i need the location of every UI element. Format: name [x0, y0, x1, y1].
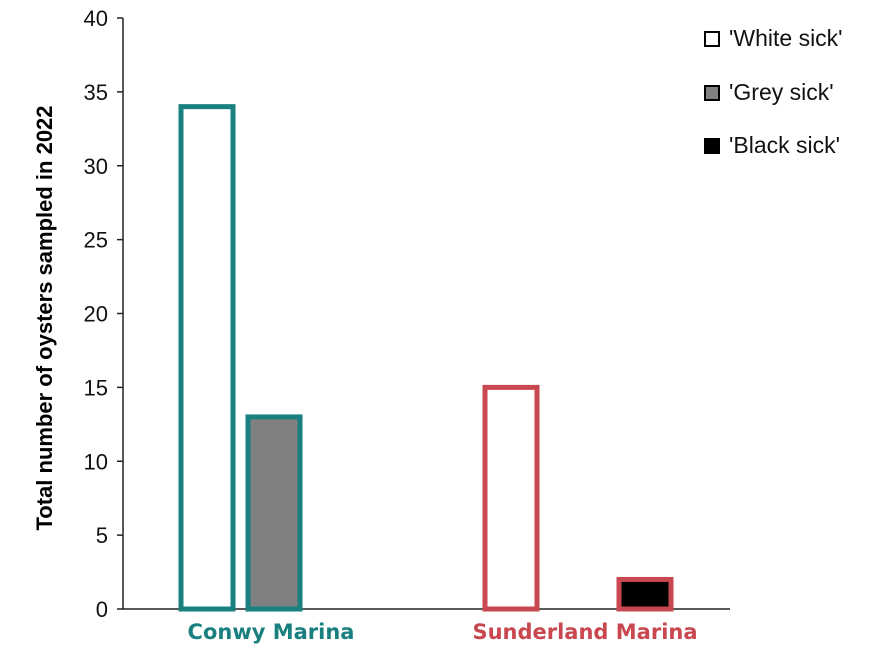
y-axis-label: Total number of oysters sampled in 2022	[32, 105, 57, 530]
y-axis-ticks: 0 5 10 15 20 25 30 35 40	[84, 6, 123, 622]
y-tick-label: 10	[84, 449, 108, 474]
legend-label: 'White sick'	[729, 25, 843, 51]
y-tick-label: 35	[84, 80, 108, 105]
legend-label: 'Black sick'	[729, 132, 840, 158]
legend: 'White sick' 'Grey sick' 'Black sick'	[704, 25, 843, 158]
y-tick-label: 0	[96, 597, 108, 622]
legend-swatch	[704, 85, 720, 101]
legend-swatch	[704, 138, 720, 154]
bar	[482, 384, 540, 612]
y-tick-label: 20	[84, 302, 108, 327]
y-tick-label: 25	[84, 228, 108, 253]
y-tick-label: 30	[84, 154, 108, 179]
y-tick-label: 15	[84, 375, 108, 400]
legend-label: 'Grey sick'	[729, 79, 834, 105]
bars-group	[178, 104, 674, 612]
x-category-label: Conwy Marina	[188, 620, 355, 644]
legend-swatch	[704, 31, 720, 47]
bar	[245, 414, 303, 612]
bar	[178, 104, 236, 612]
bar	[616, 576, 674, 612]
y-tick-label: 5	[96, 523, 108, 548]
x-category-label: Sunderland Marina	[472, 620, 697, 644]
category-labels: Conwy Marina Sunderland Marina	[188, 620, 698, 644]
y-tick-label: 40	[84, 6, 108, 31]
